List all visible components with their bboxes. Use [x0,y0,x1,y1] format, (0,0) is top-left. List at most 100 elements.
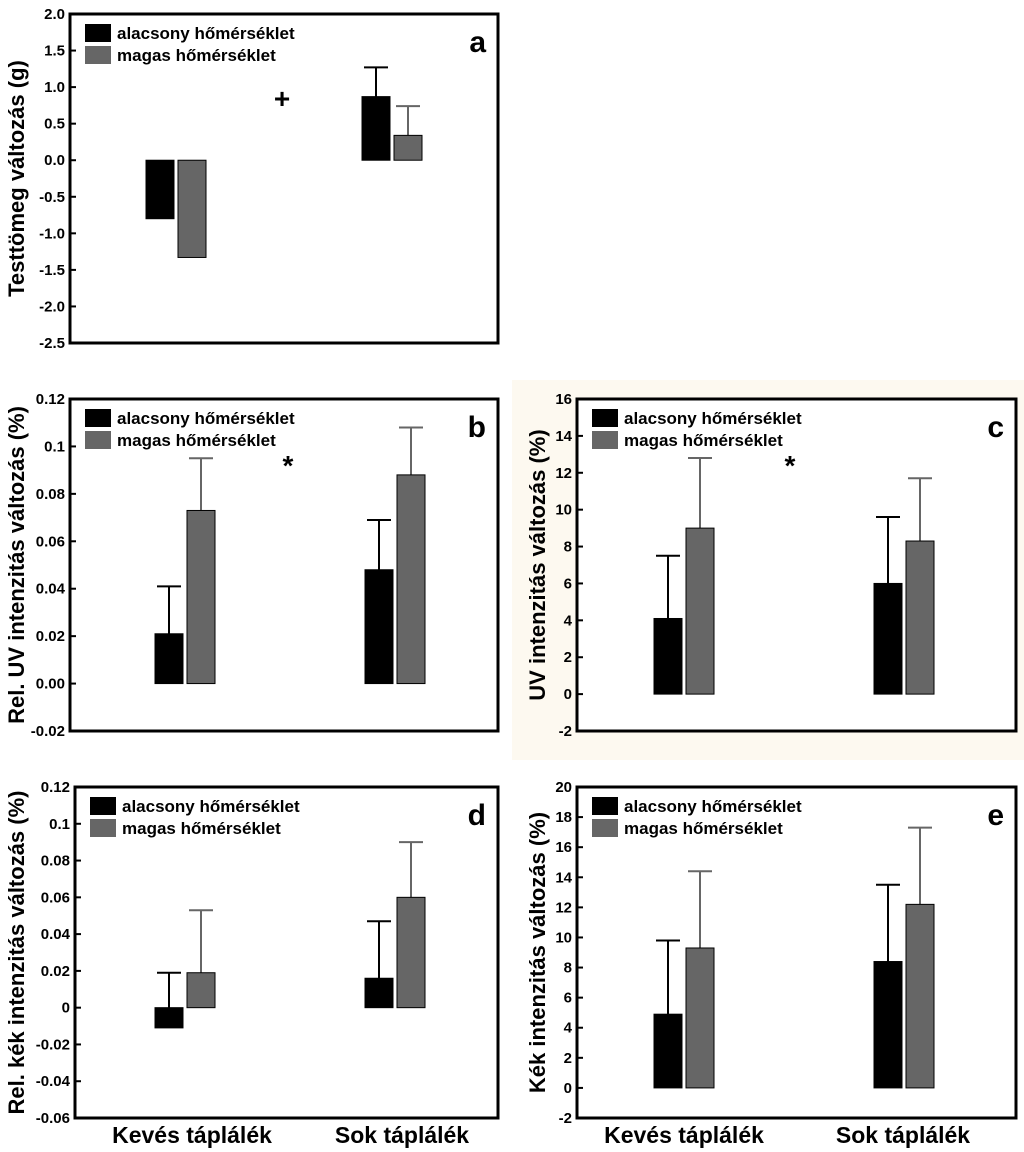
plot-frame [68,12,500,345]
legend-swatch [85,24,111,42]
significance-marker: + [274,83,290,114]
y-tick-label: 0.08 [36,486,65,503]
bar [186,972,216,1009]
y-tick-label: 0.00 [36,676,65,693]
y-tick-label: 0 [564,1080,572,1097]
bar [154,1007,184,1029]
y-tick-label: 12 [555,899,572,916]
bar [873,582,903,695]
panel-letter: a [469,26,486,59]
bar [653,1013,683,1089]
x-label-left-1: Kevés táplálék [112,1122,272,1148]
x-label-right-1: Kevés táplálék [604,1122,764,1148]
legend-label: alacsony hőmérséklet [624,409,802,428]
y-axis-title: UV intenzitás változás (%) [525,429,550,700]
y-tick-label: 0.1 [49,816,70,833]
y-tick-label: 0.04 [41,926,71,943]
legend-swatch [592,409,618,427]
legend-label: alacsony hőmérséklet [117,24,295,43]
bar [905,903,935,1089]
bar [905,540,935,695]
legend-label: magas hőmérséklet [117,431,276,450]
bar [154,633,184,685]
plot-frame [575,397,1018,733]
plot-frame [73,785,500,1120]
y-axis-title: Rel. UV intenzitás változás (%) [4,406,29,724]
plot-frame [68,397,500,733]
y-tick-label: 0.06 [36,533,65,550]
bar [396,474,426,685]
y-tick-label: 6 [564,990,572,1007]
legend-swatch [85,409,111,427]
panel-letter: b [468,411,486,444]
panels: 2.0 1.5 1.0 0.5 0.0 -0.5 -1.0 -1.5 -2.0 -2.5 Testt… [4,6,1018,1127]
panel-letter: c [987,411,1004,444]
y-tick-label: 0.02 [36,628,65,645]
y-tick-label: 10 [555,502,572,519]
y-tick-label: 4 [564,612,573,629]
y-tick-label: 2 [564,649,572,666]
y-tick-label: 0.04 [36,581,66,598]
y-tick-label: -2.5 [39,335,65,352]
y-tick-label: 0.5 [44,116,65,133]
bar [393,134,423,161]
y-tick-label: 0.12 [36,391,65,408]
y-tick-label: 0.1 [44,438,65,455]
bar [685,527,715,695]
bar [364,569,394,685]
y-tick-label: -0.04 [36,1073,71,1090]
y-tick-label: 4 [564,1020,573,1037]
y-tick-label: -0.02 [31,723,65,740]
y-tick-label: -1.0 [39,225,65,242]
y-tick-label: 16 [555,391,572,408]
y-tick-label: 0.12 [41,779,70,796]
y-tick-label: 14 [555,428,572,445]
y-tick-label: 0.08 [41,853,70,870]
x-category-labels: Kevés táplálék Sok táplálék Kevés táplál… [112,1122,970,1148]
y-tick-label: -0.02 [36,1036,70,1053]
y-tick-label: 8 [564,960,572,977]
legend-label: alacsony hőmérséklet [624,797,802,816]
y-axis-title: Testtömeg változás (g) [4,60,29,297]
y-tick-label: 0 [564,686,572,703]
legend-swatch [592,797,618,815]
legend-label: magas hőmérséklet [624,819,783,838]
legend-swatch [90,797,116,815]
y-tick-label: -2.0 [39,298,65,315]
bar [361,96,391,161]
legend-swatch [85,46,111,64]
y-axis-title: Kék intenzitás változás (%) [525,812,550,1093]
panel-c: 16 14 12 10 8 6 4 2 0 -2 UV intenzitás változás (%… [525,391,1018,740]
y-tick-label: -0.06 [36,1110,70,1127]
plot-frame [575,785,1018,1120]
y-tick-label: 0.02 [41,963,70,980]
significance-marker: * [785,450,796,481]
legend-label: magas hőmérséklet [624,431,783,450]
y-tick-label: 1.5 [44,43,65,60]
legend-swatch [592,431,618,449]
bar [873,961,903,1089]
y-tick-label: 18 [555,809,572,826]
y-tick-label: 2 [564,1050,572,1067]
y-tick-label: 1.0 [44,79,65,96]
legend-label: alacsony hőmérséklet [117,409,295,428]
y-tick-label: 10 [555,929,572,946]
x-label-left-2: Sok táplálék [335,1122,469,1148]
legend-label: alacsony hőmérséklet [122,797,300,816]
bar [186,509,216,685]
panel-a: 2.0 1.5 1.0 0.5 0.0 -0.5 -1.0 -1.5 -2.0 -2.5 Testt… [4,6,500,352]
y-axis-title: Rel. kék intenzitás változás (%) [4,791,29,1115]
significance-marker: * [283,450,294,481]
panel-letter: e [987,799,1004,832]
y-tick-label: 12 [555,465,572,482]
x-label-right-2: Sok táplálék [836,1122,970,1148]
panel-letter: d [468,799,486,832]
y-tick-label: 0.06 [41,889,70,906]
legend-swatch [90,819,116,837]
y-tick-label: 6 [564,575,572,592]
bar [145,159,175,220]
legend-swatch [592,819,618,837]
bar [177,159,207,258]
